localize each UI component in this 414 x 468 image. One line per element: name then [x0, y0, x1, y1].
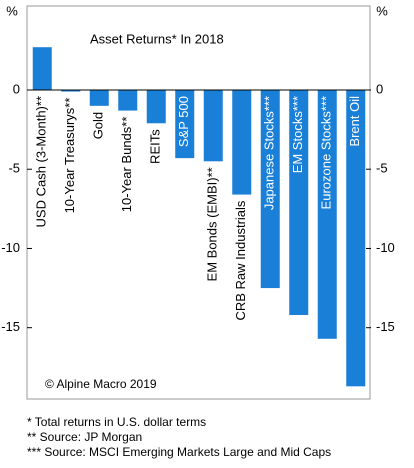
y-tick-label: -5	[8, 161, 20, 176]
x-category-label: EM Stocks***	[290, 96, 305, 173]
bar	[317, 89, 337, 339]
y-tick-label: -15	[376, 319, 395, 334]
x-category-label: Japanese Stocks***	[262, 96, 277, 210]
chart-title: Asset Returns* In 2018	[90, 31, 224, 46]
bar	[61, 89, 81, 92]
bar	[260, 89, 280, 289]
bar	[89, 89, 109, 106]
bar	[289, 89, 309, 316]
y-tick-label: -10	[376, 240, 395, 255]
x-category-label: USD Cash (3-Month)**	[34, 96, 49, 228]
x-category-label: Eurozone Stocks***	[319, 96, 334, 209]
x-category-label: Gold	[91, 112, 106, 139]
bar	[232, 89, 252, 195]
bar	[203, 89, 223, 162]
y-tick-label: 0	[13, 81, 20, 96]
y-tick-label: -10	[1, 240, 20, 255]
annotation: © Alpine Macro 2019	[45, 377, 157, 391]
bar	[146, 89, 166, 124]
bar	[118, 89, 138, 111]
x-category-label: CRB Raw Industrials	[233, 200, 248, 320]
footnote: ** Source: JP Morgan	[27, 430, 142, 444]
y-tick-label: -5	[376, 161, 388, 176]
y-unit-left: %	[6, 3, 18, 18]
footnote: *** Source: MSCI Emerging Markets Large …	[27, 445, 331, 459]
bar	[346, 89, 366, 387]
x-category-label: 10-Year Bunds**	[119, 117, 134, 213]
x-category-label: Brent Oil	[347, 96, 362, 147]
plot-frame	[26, 5, 371, 400]
x-category-label: S&P 500	[176, 96, 191, 147]
y-tick-label: 0	[376, 81, 383, 96]
bar	[32, 47, 52, 90]
y-unit-right: %	[376, 3, 388, 18]
x-category-label: 10-Year Treasurys**	[62, 98, 77, 214]
bar	[175, 89, 195, 159]
y-tick-label: -15	[1, 319, 20, 334]
footnote: * Total returns in U.S. dollar terms	[27, 415, 206, 429]
x-category-label: REITs	[148, 129, 163, 164]
x-category-label: EM Bonds (EMBI)**	[205, 167, 220, 281]
